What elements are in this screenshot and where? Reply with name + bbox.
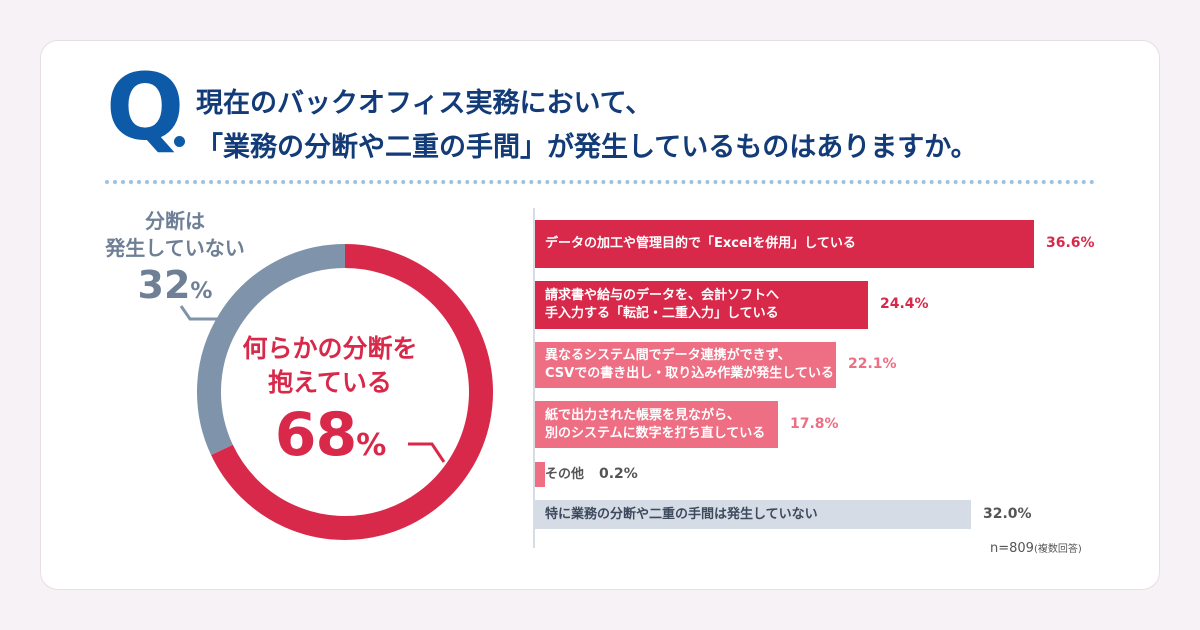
split-line2: 抱えている — [268, 368, 392, 397]
bar-label-line: 異なるシステム間でデータ連携ができず、 — [545, 348, 791, 363]
bar-label-line: その他 — [545, 467, 585, 482]
split-value: 68 — [274, 400, 357, 470]
bar-label-5: その他 — [545, 466, 584, 484]
bar-6: 特に業務の分断や二重の手間は発生していない — [535, 500, 971, 529]
split-pct-sign: % — [356, 428, 386, 463]
not-split-pct-sign: % — [190, 279, 213, 304]
bar-label-line: 別のシステムに数字を打ち直している — [545, 425, 766, 441]
bar-3: 異なるシステム間でデータ連携ができず、 CSVでの書き出し・取り込み作業が発生して… — [535, 342, 836, 388]
bar-label-2: 請求書や給与のデータを、会計ソフトへ 手入力する「転記・二重入力」している — [545, 287, 779, 323]
split-leader — [408, 442, 446, 463]
bar-value-3: 22.1% — [848, 356, 897, 372]
donut-slice-split — [211, 244, 493, 540]
question-dot — [174, 136, 185, 147]
sample-note-sub: (複数回答) — [1033, 544, 1082, 555]
bar-label-line: CSVでの書き出し・取り込み作業が発生している — [545, 366, 834, 381]
question-line2: 「業務の分断や二重の手間」が発生しているものはありますか。 — [196, 132, 978, 163]
split-label: 何らかの分断を 抱えている 68% — [230, 332, 430, 481]
bar-label-4: 紙で出力された帳票を見ながら、別のシステムに数字を打ち直している — [545, 407, 765, 443]
not-split-percent: 32% — [100, 262, 250, 315]
bar-value-5: 0.2% — [599, 465, 638, 482]
not-split-line1: 分断は — [145, 209, 205, 233]
not-split-value: 32 — [137, 263, 191, 307]
question-title: 現在のバックオフィス実務において、 「業務の分断や二重の手間」が発生しているもの… — [196, 82, 978, 170]
bar-label-line: 手入力する「転記・二重入力」している — [545, 306, 779, 321]
bar-1: データの加工や管理目的で「Excelを併用」している — [535, 220, 1034, 268]
bar-4: 紙で出力された帳票を見ながら、別のシステムに数字を打ち直している — [535, 401, 778, 448]
bar-label-line: 紙で出力された帳票を見ながら、 — [545, 407, 741, 423]
bar-value-1: 36.6% — [1046, 235, 1095, 251]
split-percent: 68% — [230, 400, 430, 481]
bar-label-6: 特に業務の分断や二重の手間は発生していない — [545, 506, 818, 524]
bar-value-4: 17.8% — [790, 415, 839, 432]
bar-axis-line — [533, 208, 535, 548]
sample-size: n=809 — [990, 541, 1034, 556]
not-split-leader — [179, 305, 232, 321]
bar-label-line: 請求書や給与のデータを、会計ソフトへ — [545, 288, 780, 303]
bar-label-line: データの加工や管理目的で「Excelを併用」している — [545, 236, 856, 251]
bar-label-3: 異なるシステム間でデータ連携ができず、 CSVでの書き出し・取り込み作業が発生して… — [545, 347, 834, 383]
split-line1: 何らかの分断を — [242, 334, 418, 363]
bar-2: 請求書や給与のデータを、会計ソフトへ 手入力する「転記・二重入力」している — [535, 281, 868, 329]
bar-value-6: 32.0% — [983, 505, 1032, 522]
bar-label-1: データの加工や管理目的で「Excelを併用」している — [545, 235, 856, 253]
not-split-label: 分断は 発生していない 32% — [100, 208, 250, 315]
dotted-divider — [105, 180, 1095, 184]
bar-value-2: 24.4% — [880, 296, 929, 312]
question-line1: 現在のバックオフィス実務において、 — [196, 88, 653, 119]
bar-5 — [535, 462, 545, 487]
not-split-line2: 発生していない — [105, 236, 245, 260]
bar-label-line: 特に業務の分断や二重の手間は発生していない — [545, 506, 818, 522]
question-mark: Q — [106, 54, 184, 161]
leader-lines — [179, 305, 446, 463]
sample-note: n=809(複数回答) — [990, 540, 1082, 556]
